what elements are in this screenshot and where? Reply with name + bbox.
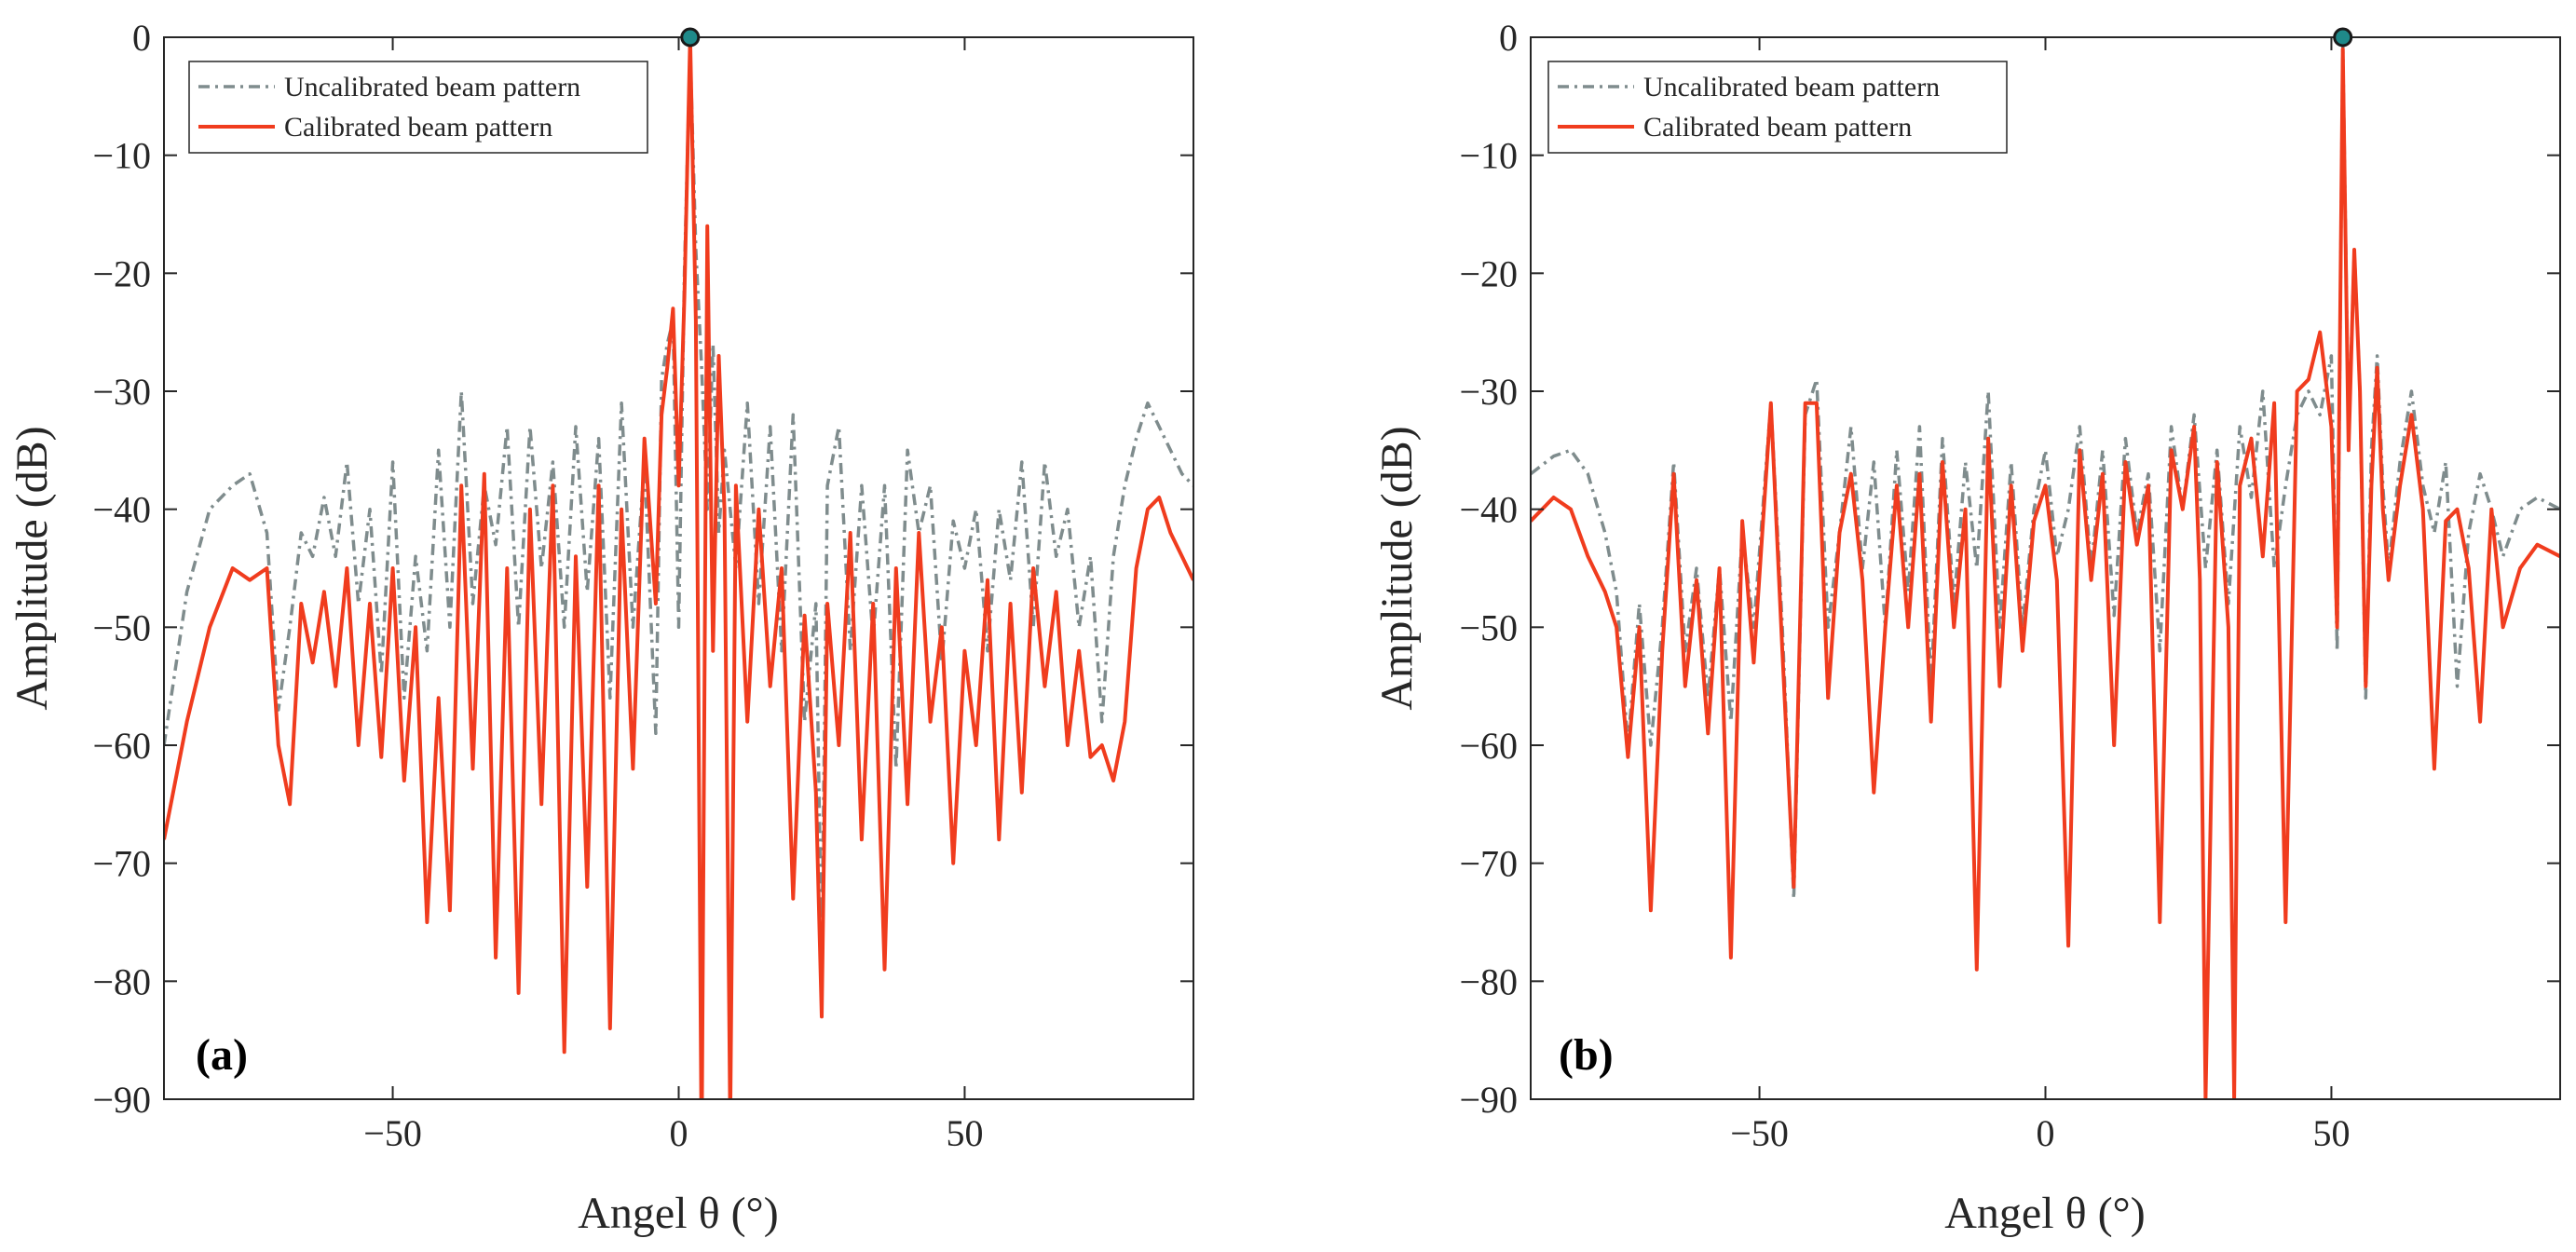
- series-line-calibrated-a: [164, 37, 1193, 1099]
- y-tick-label-b: −80: [1459, 960, 1518, 1002]
- peak-marker-dot-b: [2333, 27, 2353, 48]
- legend-box-a: [188, 61, 648, 154]
- y-tick-label-a: 0: [132, 17, 151, 59]
- y-tick-label-b: −50: [1459, 606, 1518, 648]
- x-tick-label-b: −50: [1730, 1112, 1789, 1154]
- y-tick-label-a: −60: [92, 725, 151, 767]
- series-line-uncalibrated-b: [1531, 41, 2560, 901]
- y-tick-label-b: −20: [1459, 252, 1518, 294]
- chart-panel-b: 0 −10 −20 −30 −40 −50 −60 −70 −80 −90 −50 0 50 Angel…: [1372, 17, 2561, 1238]
- legend-label-calibrated-b: Calibrated beam pattern: [1643, 112, 1912, 143]
- x-tick-label-a: 0: [670, 1112, 688, 1154]
- axis-ticks-b: 0 −10 −20 −30 −40 −50 −60 −70 −80 −90 −50 0 50: [1459, 17, 2560, 1154]
- x-axis-label-a: Angel θ (°): [578, 1189, 778, 1238]
- y-tick-label-a: −80: [92, 960, 151, 1002]
- series-line-calibrated-b: [1531, 47, 2560, 1099]
- y-axis-label-a: Amplitude (dB): [7, 426, 57, 710]
- y-tick-label-a: −40: [92, 489, 151, 531]
- y-tick-label-a: −50: [92, 606, 151, 648]
- peak-marker-a: [680, 27, 701, 48]
- legend-label-calibrated-a: Calibrated beam pattern: [284, 112, 552, 143]
- legend-label-uncalibrated-b: Uncalibrated beam pattern: [1643, 72, 1940, 102]
- y-tick-label-b: −70: [1459, 843, 1518, 885]
- y-axis-label-b: Amplitude (dB): [1372, 426, 1422, 710]
- x-axis-label-b: Angel θ (°): [1944, 1189, 2145, 1238]
- axis-ticks-a: 0 −10 −20 −30 −40 −50 −60 −70 −80 −90 −50 0 50: [92, 17, 1193, 1154]
- y-tick-label-b: −60: [1459, 725, 1518, 767]
- legend-b: Uncalibrated beam pattern Calibrated bea…: [1547, 61, 2008, 154]
- chart-panel-a: 0 −10 −20 −30 −40 −50 −60 −70 −80 −90 −50 0 50 Angel…: [7, 17, 1194, 1238]
- y-tick-label-a: −30: [92, 371, 151, 413]
- plot-area-a: [164, 37, 1193, 1099]
- series-line-uncalibrated-a: [164, 47, 1193, 959]
- y-tick-label-b: −40: [1459, 489, 1518, 531]
- y-tick-label-b: −30: [1459, 371, 1518, 413]
- plot-area-b: [1531, 41, 2560, 1099]
- panel-label-a: (a): [196, 1030, 248, 1080]
- y-tick-label-a: −10: [92, 135, 151, 177]
- x-tick-label-a: 50: [946, 1112, 983, 1154]
- panel-label-b: (b): [1559, 1030, 1614, 1080]
- x-tick-label-a: −50: [363, 1112, 422, 1154]
- legend-label-uncalibrated-a: Uncalibrated beam pattern: [284, 72, 580, 102]
- x-tick-label-b: 0: [2037, 1112, 2055, 1154]
- legend-a: Uncalibrated beam pattern Calibrated bea…: [188, 61, 648, 154]
- x-tick-label-b: 50: [2312, 1112, 2350, 1154]
- legend-box-b: [1547, 61, 2008, 154]
- y-tick-label-a: −20: [92, 252, 151, 294]
- y-tick-label-b: −10: [1459, 135, 1518, 177]
- y-tick-label-b: −90: [1459, 1079, 1518, 1121]
- y-tick-label-b: 0: [1499, 17, 1518, 59]
- y-tick-label-a: −90: [92, 1079, 151, 1121]
- peak-marker-dot-a: [680, 27, 701, 48]
- peak-marker-b: [2333, 27, 2353, 48]
- y-tick-label-a: −70: [92, 843, 151, 885]
